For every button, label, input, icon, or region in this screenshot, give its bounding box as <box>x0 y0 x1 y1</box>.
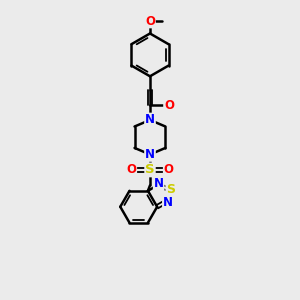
Text: O: O <box>126 164 136 176</box>
Text: N: N <box>145 148 155 161</box>
Text: S: S <box>145 164 155 176</box>
Text: N: N <box>154 178 164 190</box>
Text: N: N <box>145 113 155 127</box>
Text: O: O <box>164 99 174 112</box>
Text: N: N <box>163 196 173 209</box>
Text: O: O <box>164 164 174 176</box>
Text: O: O <box>145 14 155 28</box>
Text: S: S <box>166 183 175 196</box>
